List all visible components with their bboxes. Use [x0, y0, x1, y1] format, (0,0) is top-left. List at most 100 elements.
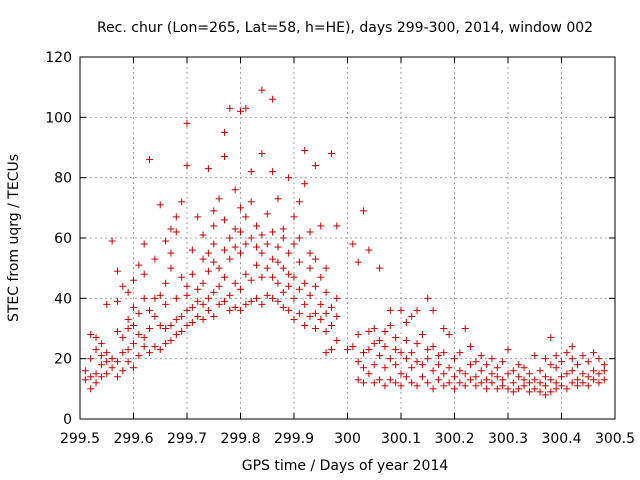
data-point	[124, 325, 132, 332]
y-axis-ticks: 0 20 40 60 80 100 120	[45, 50, 615, 428]
data-point	[531, 385, 539, 393]
data-point	[295, 198, 303, 206]
data-point	[493, 373, 501, 381]
data-point	[306, 312, 314, 320]
data-point	[402, 318, 410, 326]
data-point	[119, 334, 127, 342]
data-point	[183, 321, 191, 329]
data-point	[210, 222, 218, 230]
data-point	[167, 225, 175, 233]
data-point	[253, 222, 261, 230]
data-point	[183, 119, 191, 127]
data-point	[215, 264, 223, 272]
data-point	[590, 376, 598, 384]
data-point	[237, 249, 244, 257]
data-point	[274, 297, 282, 305]
data-point	[590, 367, 598, 375]
data-point	[547, 376, 555, 384]
data-point	[301, 279, 309, 287]
data-point	[210, 240, 218, 248]
y-axis-label: STEC from uqrg / TECUs	[6, 154, 22, 322]
data-point	[295, 309, 303, 317]
data-point	[595, 370, 603, 378]
data-point	[162, 237, 170, 245]
data-point	[402, 337, 410, 345]
y-tick-label: 80	[54, 171, 72, 187]
data-point	[167, 321, 175, 329]
data-point	[509, 379, 517, 387]
data-point	[263, 240, 271, 248]
data-point	[397, 382, 405, 390]
data-point	[81, 376, 89, 384]
data-point	[381, 343, 389, 351]
data-point	[108, 364, 116, 372]
data-point	[274, 195, 282, 203]
data-point	[515, 361, 523, 369]
x-tick-label: 299.8	[220, 431, 260, 447]
data-point	[509, 388, 517, 396]
data-point	[408, 364, 416, 372]
x-tick-label: 300	[334, 431, 361, 447]
data-point	[285, 282, 293, 290]
x-tick-label: 299.7	[167, 431, 207, 447]
data-point	[311, 309, 319, 317]
data-point	[258, 150, 266, 158]
data-point	[365, 246, 373, 254]
data-point	[547, 388, 555, 396]
data-point	[317, 273, 325, 281]
data-point	[263, 210, 271, 218]
data-point	[194, 312, 202, 320]
data-point	[119, 282, 127, 290]
data-point	[247, 198, 255, 206]
data-point	[360, 207, 368, 215]
data-point	[397, 370, 405, 378]
data-point	[130, 321, 137, 329]
x-tick-label: 299.5	[60, 431, 100, 447]
data-point	[274, 243, 282, 251]
data-point	[130, 276, 137, 284]
data-point	[279, 264, 287, 272]
data-point	[172, 315, 180, 323]
data-point	[568, 379, 576, 387]
data-point	[301, 300, 309, 308]
data-point	[327, 150, 335, 158]
data-point	[531, 376, 539, 384]
data-point	[590, 349, 598, 357]
data-point	[253, 261, 261, 269]
data-point	[536, 388, 544, 396]
data-point	[574, 361, 582, 369]
data-point	[327, 303, 335, 311]
data-point	[520, 364, 528, 372]
data-point	[146, 325, 154, 332]
data-point	[178, 273, 186, 281]
data-point	[541, 373, 549, 381]
data-point	[178, 328, 186, 336]
data-point	[119, 349, 127, 357]
data-point	[386, 376, 394, 384]
data-point	[370, 325, 378, 332]
data-point	[162, 300, 170, 308]
data-point	[247, 297, 255, 305]
data-point	[108, 237, 116, 245]
data-point	[472, 358, 480, 366]
data-point	[290, 273, 298, 281]
data-point	[204, 306, 212, 314]
data-point	[247, 276, 255, 284]
data-point	[210, 258, 218, 266]
data-point	[579, 352, 587, 360]
data-point	[274, 279, 282, 287]
data-point	[204, 267, 212, 275]
data-point	[226, 291, 234, 299]
data-point	[151, 312, 159, 320]
data-point	[552, 385, 560, 393]
data-point	[467, 376, 475, 384]
data-point	[97, 352, 105, 360]
data-point	[317, 315, 325, 323]
data-point	[558, 382, 565, 390]
data-point	[600, 376, 608, 384]
data-point	[226, 306, 234, 314]
data-point	[354, 258, 362, 266]
data-point	[130, 364, 137, 372]
data-point	[220, 297, 228, 305]
data-point	[242, 104, 250, 112]
